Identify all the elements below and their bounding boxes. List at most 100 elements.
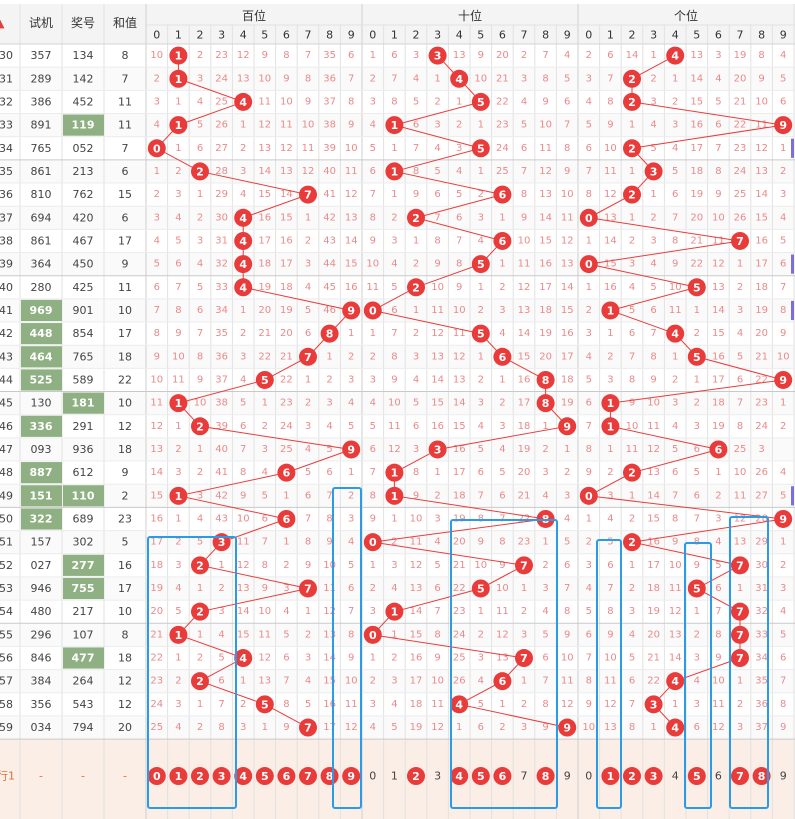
miss-cell: 10 <box>345 143 358 154</box>
miss-cell: 2 <box>154 189 160 200</box>
miss-cell: 2 <box>413 328 419 339</box>
miss-cell: 23 <box>215 50 228 61</box>
hit-ball-label: 2 <box>196 420 204 433</box>
miss-cell: 45 <box>323 282 336 293</box>
footer-ball[interactable] <box>493 767 512 786</box>
test-highlight <box>21 462 62 484</box>
miss-cell: 4 <box>175 722 181 733</box>
hit-ball-label: 3 <box>434 50 442 63</box>
sum-cell: 23 <box>118 512 132 525</box>
miss-cell: 6 <box>478 467 484 478</box>
footer-ball[interactable] <box>212 767 231 786</box>
footer-ball[interactable] <box>342 767 361 786</box>
miss-cell: 20 <box>690 212 703 223</box>
header-digit: 5 <box>261 29 268 42</box>
sum-cell: 7 <box>122 142 129 155</box>
miss-cell: 7 <box>607 73 613 84</box>
miss-cell: 6 <box>240 421 246 432</box>
miss-cell: 4 <box>780 212 786 223</box>
miss-cell: 7 <box>586 653 592 664</box>
sum-cell: 11 <box>118 281 132 294</box>
miss-cell: 20 <box>647 629 660 640</box>
issue-cell: 42 <box>0 327 13 340</box>
miss-cell: 4 <box>564 513 570 524</box>
hit-ball-label: 6 <box>499 351 507 364</box>
miss-cell: 2 <box>197 653 203 664</box>
footer-ball[interactable] <box>601 767 620 786</box>
miss-cell: 15 <box>539 235 552 246</box>
miss-cell: 5 <box>197 120 203 131</box>
footer-ball[interactable] <box>320 767 339 786</box>
miss-cell: 4 <box>326 421 332 432</box>
row-bg <box>0 136 795 160</box>
footer-ball-label: 7 <box>304 770 312 783</box>
miss-cell: 7 <box>348 73 354 84</box>
footer-ball[interactable] <box>687 767 706 786</box>
footer-ball[interactable] <box>191 767 209 786</box>
miss-cell: 10 <box>150 50 163 61</box>
footer-ball[interactable] <box>471 767 490 786</box>
footer-ball[interactable] <box>147 767 166 786</box>
miss-cell: 4 <box>672 143 678 154</box>
miss-cell: 16 <box>258 212 271 223</box>
miss-cell: 3 <box>175 189 181 200</box>
footer-ball[interactable] <box>169 767 188 786</box>
miss-cell: 9 <box>434 653 440 664</box>
footer-ball[interactable] <box>644 767 663 786</box>
miss-cell: 9 <box>499 560 505 571</box>
footer-ball[interactable] <box>255 767 274 786</box>
miss-cell: 10 <box>777 351 790 362</box>
prize-number-cell: 291 <box>73 420 94 433</box>
footer-ball[interactable] <box>731 767 749 786</box>
hit-ball-label: 1 <box>391 467 399 480</box>
miss-cell: 1 <box>262 722 268 733</box>
miss-cell: 5 <box>348 560 354 571</box>
header-digit: 7 <box>737 29 744 42</box>
miss-cell: 14 <box>237 606 250 617</box>
test-highlight <box>21 485 62 507</box>
miss-cell: 4 <box>175 212 181 223</box>
miss-cell: 3 <box>305 653 311 664</box>
miss-cell: 1 <box>240 120 246 131</box>
miss-cell: 1 <box>305 374 311 385</box>
row-bg <box>0 298 795 323</box>
miss-cell: 7 <box>715 143 721 154</box>
miss-cell: 7 <box>586 421 592 432</box>
miss-cell: 8 <box>391 96 397 107</box>
miss-cell: 16 <box>410 653 423 664</box>
header-digit: 8 <box>542 29 549 42</box>
miss-cell: 7 <box>694 513 700 524</box>
footer-ball[interactable] <box>234 767 253 786</box>
footer-ball[interactable] <box>299 767 317 786</box>
miss-cell: 6 <box>283 653 289 664</box>
miss-cell: 1 <box>175 143 181 154</box>
miss-cell: 5 <box>391 722 397 733</box>
miss-cell: 9 <box>780 328 786 339</box>
miss-cell: 16 <box>453 444 466 455</box>
miss-cell: 4 <box>586 96 592 107</box>
footer-ball-label: 6 <box>283 770 291 783</box>
footer-ball[interactable] <box>536 767 555 786</box>
hit-ball-label: 5 <box>261 374 269 387</box>
miss-cell: 4 <box>499 444 505 455</box>
footer-ball[interactable] <box>407 767 425 786</box>
miss-cell: 12 <box>323 606 336 617</box>
header-digit: 0 <box>369 29 376 42</box>
sort-icon[interactable]: ▲ <box>0 17 5 30</box>
miss-cell: 13 <box>690 50 703 61</box>
footer-ball-label: 7 <box>736 770 744 783</box>
miss-cell: 23 <box>518 537 531 548</box>
miss-cell: 13 <box>734 537 747 548</box>
miss-cell: 20 <box>150 606 163 617</box>
footer-ball[interactable] <box>277 767 296 786</box>
footer-ball[interactable] <box>623 767 641 786</box>
hit-ball-label: 9 <box>779 513 787 526</box>
hit-ball-label: 2 <box>628 536 636 549</box>
hit-ball-label: 1 <box>391 606 399 619</box>
miss-cell: 6 <box>672 189 678 200</box>
miss-cell: 11 <box>518 259 531 270</box>
miss-cell: 13 <box>539 189 552 200</box>
miss-cell: 1 <box>780 398 786 409</box>
footer-ball[interactable] <box>450 767 469 786</box>
footer-ball[interactable] <box>752 767 771 786</box>
